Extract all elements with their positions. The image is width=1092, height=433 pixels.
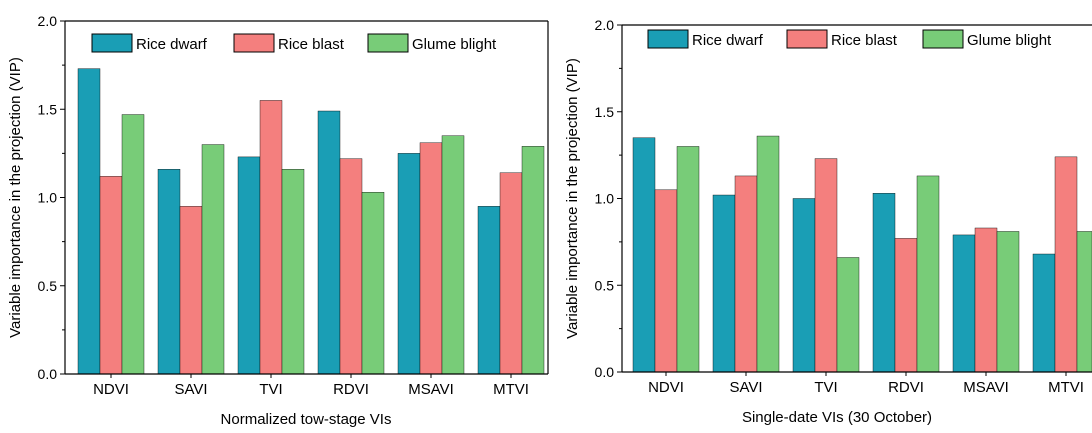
bar-rice-blast-ndvi bbox=[99, 176, 123, 375]
bar-rice-dwarf-savi bbox=[157, 169, 181, 375]
legend-swatch-rice-dwarf bbox=[91, 33, 133, 53]
x-axis-label: Single-date VIs (30 October) bbox=[742, 409, 932, 426]
bar-glume-blight-ndvi bbox=[676, 146, 700, 373]
bar-rice-blast-rdvi bbox=[894, 238, 918, 373]
bar-glume-blight-savi bbox=[756, 135, 780, 373]
x-tick-label: MSAVI bbox=[408, 381, 454, 398]
y-tick-label: 0.0 bbox=[38, 366, 58, 382]
y-tick-label: 2.0 bbox=[38, 13, 58, 29]
bar-rice-dwarf-ndvi bbox=[632, 137, 656, 373]
bar-rice-dwarf-tvi bbox=[792, 198, 816, 373]
bar-rice-dwarf-ndvi bbox=[77, 68, 101, 375]
bar-rice-blast-mtvi bbox=[1054, 156, 1078, 373]
legend-label-rice-blast: Rice blast bbox=[831, 32, 898, 49]
bar-glume-blight-rdvi bbox=[916, 175, 940, 373]
legend-swatch-glume-blight bbox=[922, 29, 964, 49]
bar-rice-blast-ndvi bbox=[654, 189, 678, 373]
bar-rice-dwarf-tvi bbox=[237, 156, 261, 375]
bar-glume-blight-msavi bbox=[996, 231, 1020, 373]
chart-panel-2: NDVI SAVI TVI RDVI MSAVI MTVI 0.0 0.5 1.0 1.5 2.0 V… bbox=[564, 17, 1092, 426]
bar-glume-blight-tvi bbox=[281, 169, 305, 375]
x-tick-label: NDVI bbox=[93, 381, 129, 398]
x-axis-label: Normalized tow-stage VIs bbox=[221, 411, 392, 428]
bar-rice-blast-rdvi bbox=[339, 158, 363, 375]
legend-label-glume-blight: Glume blight bbox=[412, 36, 497, 53]
x-tick-label: RDVI bbox=[888, 379, 924, 396]
bar-glume-blight-ndvi bbox=[121, 114, 145, 375]
legend-swatch-rice-blast bbox=[786, 29, 828, 49]
legend-swatch-glume-blight bbox=[367, 33, 409, 53]
legend-label-rice-dwarf: Rice dwarf bbox=[692, 32, 764, 49]
y-tick-label: 2.0 bbox=[595, 17, 615, 33]
y-tick-label: 0.5 bbox=[595, 277, 615, 293]
y-tick-label: 1.5 bbox=[38, 101, 58, 117]
bar-glume-blight-mtvi bbox=[521, 146, 545, 375]
y-tick-label: 0.5 bbox=[38, 278, 58, 294]
bar-rice-dwarf-rdvi bbox=[317, 110, 341, 375]
legend: Rice dwarf Rice blast Glume blight bbox=[91, 33, 497, 53]
chart-panel-1: NDVI SAVI TVI RDVI MSAVI MTVI 0.0 0.5 1.0 1.5 2.0 V… bbox=[7, 13, 549, 428]
y-tick-label: 1.0 bbox=[38, 190, 58, 206]
x-tick-label: NDVI bbox=[648, 379, 684, 396]
bar-rice-dwarf-msavi bbox=[952, 234, 976, 373]
bar-rice-blast-tvi bbox=[259, 100, 283, 375]
bar-glume-blight-savi bbox=[201, 144, 225, 375]
bar-rice-dwarf-msavi bbox=[397, 153, 421, 375]
bar-rice-dwarf-savi bbox=[712, 194, 736, 373]
y-tick-label: 1.0 bbox=[595, 191, 615, 207]
bar-rice-blast-tvi bbox=[814, 158, 838, 373]
legend-swatch-rice-dwarf bbox=[647, 29, 689, 49]
bar-rice-blast-msavi bbox=[974, 227, 998, 373]
x-tick-label: SAVI bbox=[174, 381, 207, 398]
y-tick-label: 1.5 bbox=[595, 104, 615, 120]
bar-glume-blight-tvi bbox=[836, 257, 860, 373]
x-tick-label: MTVI bbox=[1048, 379, 1084, 396]
y-tick-label: 0.0 bbox=[595, 364, 615, 380]
y-axis-label: Variable importance in the projection (V… bbox=[564, 58, 581, 339]
bar-rice-blast-savi bbox=[179, 206, 203, 375]
bar-rice-blast-savi bbox=[734, 175, 758, 373]
bar-rice-blast-msavi bbox=[419, 142, 443, 375]
y-axis-label: Variable importance in the projection (V… bbox=[7, 57, 24, 338]
legend-swatch-rice-blast bbox=[233, 33, 275, 53]
x-tick-label: SAVI bbox=[729, 379, 762, 396]
x-tick-label: TVI bbox=[814, 379, 837, 396]
bar-rice-blast-mtvi bbox=[499, 172, 523, 375]
x-tick-label: RDVI bbox=[333, 381, 369, 398]
x-tick-label: MSAVI bbox=[963, 379, 1009, 396]
legend: Rice dwarf Rice blast Glume blight bbox=[647, 29, 1052, 49]
legend-label-rice-dwarf: Rice dwarf bbox=[136, 36, 208, 53]
bar-rice-dwarf-mtvi bbox=[1032, 253, 1056, 373]
bar-glume-blight-rdvi bbox=[361, 192, 385, 375]
bar-rice-dwarf-mtvi bbox=[477, 206, 501, 375]
legend-label-rice-blast: Rice blast bbox=[278, 36, 345, 53]
x-tick-label: TVI bbox=[259, 381, 282, 398]
x-tick-label: MTVI bbox=[493, 381, 529, 398]
bar-glume-blight-msavi bbox=[441, 135, 465, 375]
bar-rice-dwarf-rdvi bbox=[872, 193, 896, 373]
legend-label-glume-blight: Glume blight bbox=[967, 32, 1052, 49]
bar-glume-blight-mtvi bbox=[1076, 231, 1092, 373]
